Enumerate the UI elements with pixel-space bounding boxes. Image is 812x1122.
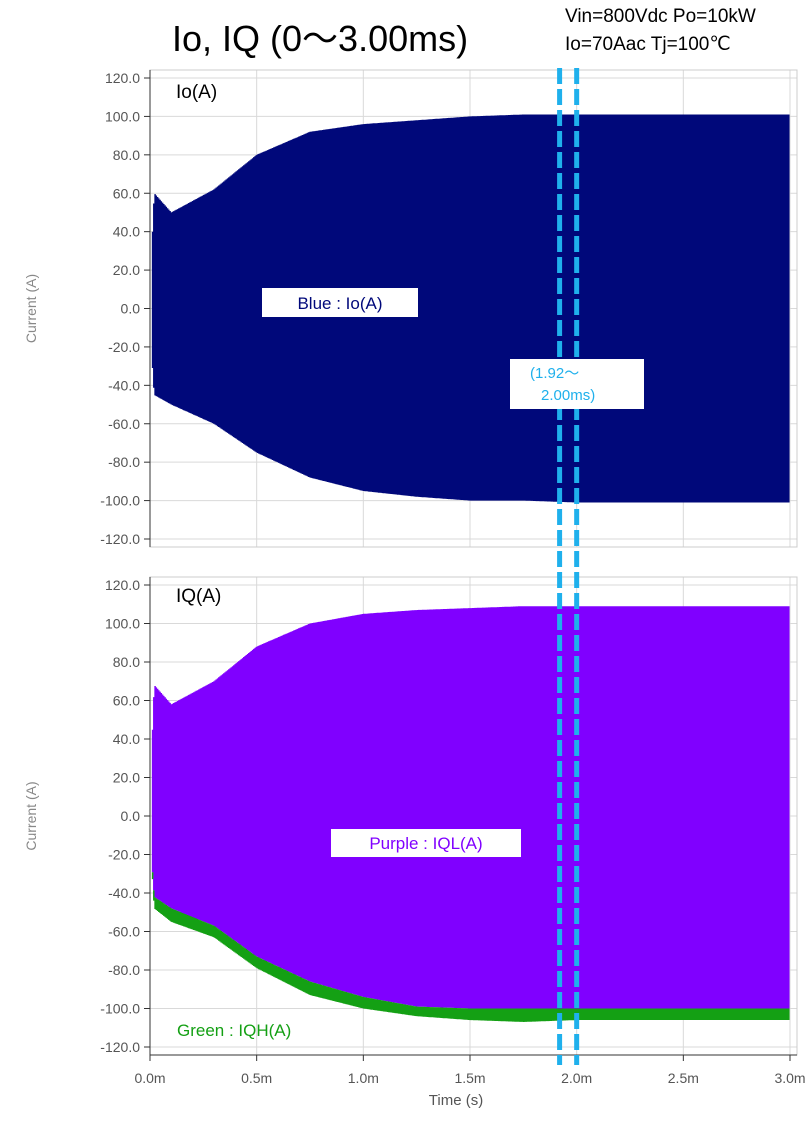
legend-text: Blue : Io(A) (297, 294, 382, 313)
y-tick-label: -20.0 (108, 339, 140, 355)
y-tick-label: 80.0 (113, 147, 140, 163)
y-tick-label: -40.0 (108, 377, 140, 393)
legend-io: Blue : Io(A) (262, 288, 418, 317)
y-tick-label: 100.0 (105, 616, 140, 632)
y-tick-label: -120.0 (100, 1039, 140, 1055)
y-tick-label: 80.0 (113, 654, 140, 670)
series-iqla (151, 606, 790, 1009)
x-tick-label: 2.0m (561, 1070, 592, 1086)
series-ioa (151, 114, 790, 503)
condition-line-2: Io=70Aac Tj=100℃ (565, 34, 731, 55)
x-tick-label: 0.5m (241, 1070, 272, 1086)
panel-label: IQ(A) (176, 586, 221, 607)
condition-line-1: Vin=800Vdc Po=10kW (565, 6, 756, 27)
highlight-window: (1.92～ 2.00ms) (510, 68, 644, 1065)
y-tick-label: 0.0 (121, 808, 141, 824)
legend-text: Green : IQH(A) (177, 1021, 291, 1040)
y-tick-label: -20.0 (108, 847, 140, 863)
y-tick-label: 100.0 (105, 108, 140, 124)
y-tick-label: 120.0 (105, 577, 140, 593)
legend-box (331, 829, 521, 857)
figure-title: Io, IQ (0～3.00ms) (172, 18, 469, 59)
y-tick-label: -60.0 (108, 924, 140, 940)
y-tick-label: 60.0 (113, 185, 140, 201)
highlight-label-line-1: (1.92～ (530, 365, 579, 382)
y-tick-label: 40.0 (113, 731, 140, 747)
x-axis-label: Time (s) (429, 1092, 483, 1109)
y-tick-label: -80.0 (108, 454, 140, 470)
series-trace (151, 606, 790, 1009)
y-axis-label: Current (A) (23, 274, 39, 343)
y-tick-label: -100.0 (100, 493, 140, 509)
legend-text: Purple : IQL(A) (369, 834, 482, 853)
legend-box (262, 288, 418, 317)
legend-iql: Purple : IQL(A) (331, 829, 521, 857)
y-tick-label: 40.0 (113, 224, 140, 240)
y-tick-label: 20.0 (113, 770, 140, 786)
y-axis-label: Current (A) (23, 781, 39, 850)
series-trace (151, 114, 790, 503)
y-tick-label: -40.0 (108, 885, 140, 901)
y-tick-label: 60.0 (113, 693, 140, 709)
x-tick-label: 2.5m (668, 1070, 699, 1086)
x-tick-label: 0.0m (134, 1070, 165, 1086)
y-tick-label: -100.0 (100, 1001, 140, 1017)
y-tick-label: 120.0 (105, 70, 140, 86)
x-tick-label: 1.0m (348, 1070, 379, 1086)
x-tick-label: 3.0m (774, 1070, 805, 1086)
x-tick-label: 1.5m (454, 1070, 485, 1086)
y-tick-label: 0.0 (121, 301, 141, 317)
highlight-label-line-2: 2.00ms) (541, 387, 595, 404)
legend-iqh: Green : IQH(A) (177, 1021, 291, 1040)
y-tick-label: 20.0 (113, 262, 140, 278)
y-tick-label: -60.0 (108, 416, 140, 432)
panel-2: 120.0 100.0 80.0 60.0 40.0 20.0 0.0 -20.0 -40.0 -… (23, 576, 798, 1056)
y-tick-label: -120.0 (100, 531, 140, 547)
y-tick-label: -80.0 (108, 962, 140, 978)
panel-label: Io(A) (176, 82, 217, 103)
highlight-label-box (510, 359, 644, 409)
